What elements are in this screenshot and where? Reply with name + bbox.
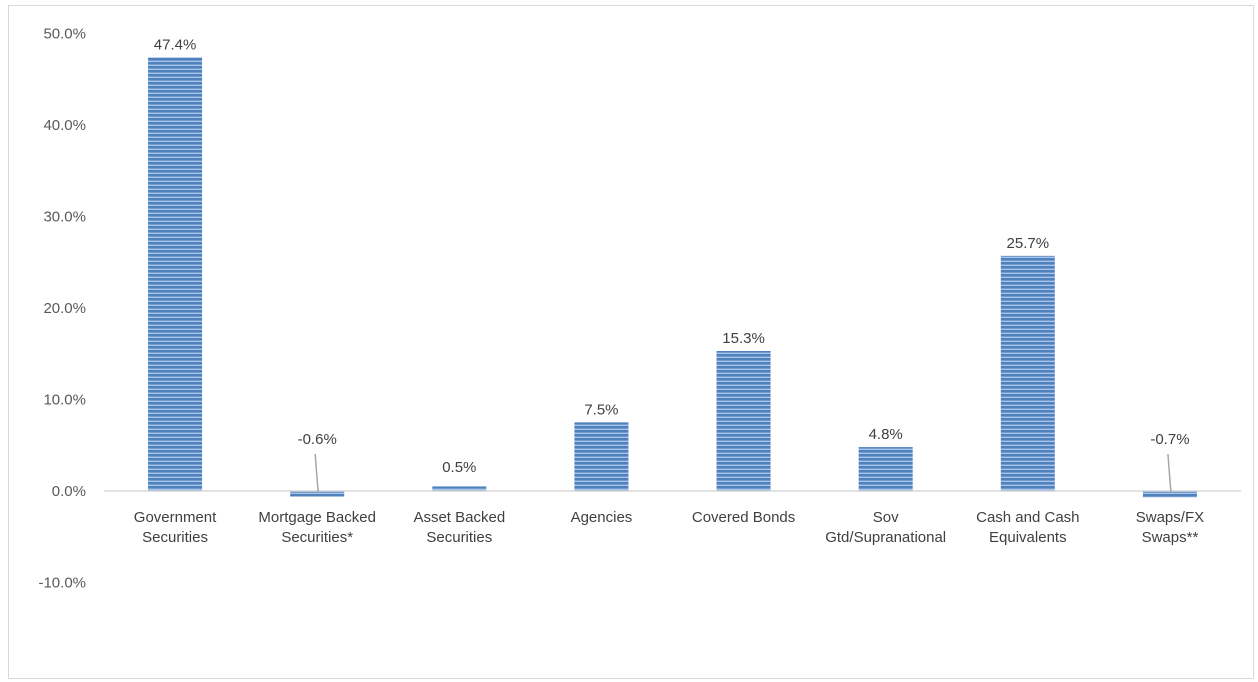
leader-line [1167,453,1172,494]
bar [574,422,629,491]
x-axis: Government Securities Mortgage Backed Secur… [104,490,1241,546]
chart-frame: 50.0% 40.0% 30.0% 20.0% 10.0% 0.0% -10.0% Gove… [8,5,1254,679]
y-tick-label: 20.0% [43,300,86,317]
category-label: Asset Backed [413,509,505,526]
bar [716,351,771,491]
bar [1142,491,1197,498]
category-label: Government [134,509,217,526]
data-label: 15.3% [722,330,765,347]
category-label: Swaps/FX [1136,509,1204,526]
category-label: Covered Bonds [692,509,795,526]
data-label: 0.5% [442,459,476,476]
category-label: Mortgage Backed [258,509,376,526]
data-labels: 47.4% -0.6% 0.5% 7.5% 15.3% 4.8% 25.7% -0.7% [154,36,1190,494]
data-label: -0.7% [1150,431,1189,448]
bar-chart: 50.0% 40.0% 30.0% 20.0% 10.0% 0.0% -10.0% Gove… [38,26,1241,592]
category-label: Securities* [281,529,353,546]
category-label: Swaps** [1142,529,1199,546]
bars [148,57,1197,498]
y-tick-label: 30.0% [43,209,86,226]
leader-line [314,453,319,494]
data-label: -0.6% [298,431,337,448]
category-label: Agencies [571,509,633,526]
y-axis: 50.0% 40.0% 30.0% 20.0% 10.0% 0.0% -10.0% [38,26,86,592]
category-label: Gtd/Supranational [825,529,946,546]
category-label: Securities [142,529,208,546]
data-label: 25.7% [1007,235,1050,252]
data-label: 4.8% [869,426,903,443]
y-tick-label: 10.0% [43,392,86,409]
bar [1000,255,1055,491]
bar [858,447,913,491]
category-label: Cash and Cash [976,509,1079,526]
data-label: 7.5% [584,401,618,418]
bar [148,57,203,491]
y-tick-label: 0.0% [52,483,86,500]
category-label: Equivalents [989,529,1067,546]
y-tick-label: 50.0% [43,26,86,43]
bar [432,486,487,491]
bar [290,491,345,497]
data-label: 47.4% [154,36,197,53]
y-tick-label: 40.0% [43,117,86,134]
category-label: Securities [426,529,492,546]
y-tick-label: -10.0% [38,575,86,592]
category-label: Sov [873,509,899,526]
